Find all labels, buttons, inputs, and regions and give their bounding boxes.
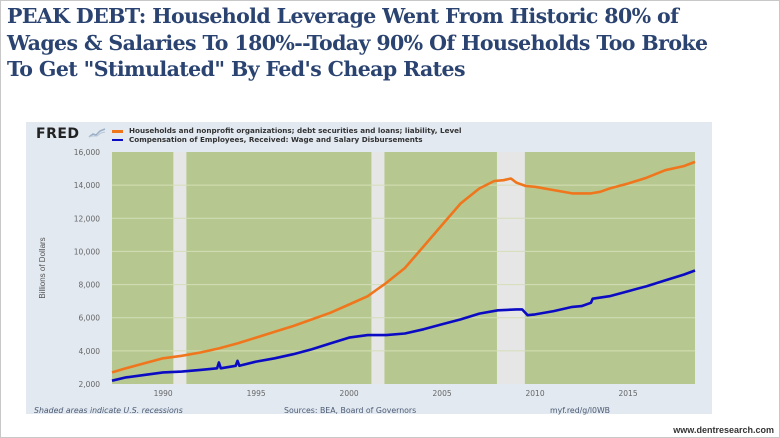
- x-tick-label: 2000: [340, 389, 359, 398]
- fred-logo: FRED: [36, 126, 80, 142]
- x-tick-label: 1990: [154, 389, 173, 398]
- legend-item-wages: Compensation of Employees, Received: Wag…: [112, 134, 461, 145]
- y-tick-label: 8,000: [79, 281, 101, 290]
- y-tick-label: 4,000: [79, 347, 101, 356]
- recession-note: Shaded areas indicate U.S. recessions: [34, 406, 183, 415]
- y-tick-label: 6,000: [79, 314, 101, 323]
- y-tick-label: 14,000: [74, 181, 100, 190]
- line-chart: 2,000 4,000 6,000 8,000 10,000 12,000 14,000 16…: [38, 148, 696, 398]
- y-tick-label: 16,000: [74, 148, 100, 157]
- chart-legend: Households and nonprofit organizations; …: [112, 126, 462, 145]
- sources-note: Sources: BEA, Board of Governors: [284, 406, 417, 415]
- x-tick-label: 1995: [247, 389, 266, 398]
- headline-line-2: Wages & Salaries To 180%--Today 90% Of H…: [7, 30, 708, 55]
- y-axis-label: Billions of Dollars: [38, 237, 47, 298]
- series-line-wages: [111, 269, 696, 382]
- recession-band: [371, 152, 385, 384]
- fred-chart-panel: 2,000 4,000 6,000 8,000 10,000 12,000 14,000 16…: [26, 122, 712, 415]
- watermark: www.dentresearch.com: [673, 425, 774, 435]
- y-tick-label: 10,000: [74, 247, 100, 256]
- legend-label-wages: Compensation of Employees, Received: Wag…: [129, 134, 423, 144]
- y-tick-label: 12,000: [74, 214, 100, 223]
- headline: PEAK DEBT: Household Leverage Went From …: [7, 3, 777, 83]
- x-tick-label: 2015: [619, 389, 638, 398]
- x-tick-label: 2005: [433, 389, 452, 398]
- sparkline-icon: [88, 128, 106, 138]
- headline-line-1: PEAK DEBT: Household Leverage Went From …: [7, 4, 679, 28]
- series-line-debt: [111, 160, 696, 374]
- y-tick-label: 2,000: [79, 380, 101, 389]
- recession-band: [496, 152, 525, 384]
- x-tick-label: 2010: [526, 389, 545, 398]
- short-url-link[interactable]: myf.red/g/l0WB: [550, 406, 611, 415]
- headline-line-3: To Get "Stimulated" By Fed's Cheap Rates: [7, 57, 466, 81]
- legend-swatch-debt: [112, 130, 123, 133]
- legend-label-debt: Households and nonprofit organizations; …: [129, 126, 462, 135]
- recession-band: [173, 152, 187, 384]
- legend-swatch-wages: [112, 138, 123, 141]
- legend-item-debt: Households and nonprofit organizations; …: [112, 126, 462, 136]
